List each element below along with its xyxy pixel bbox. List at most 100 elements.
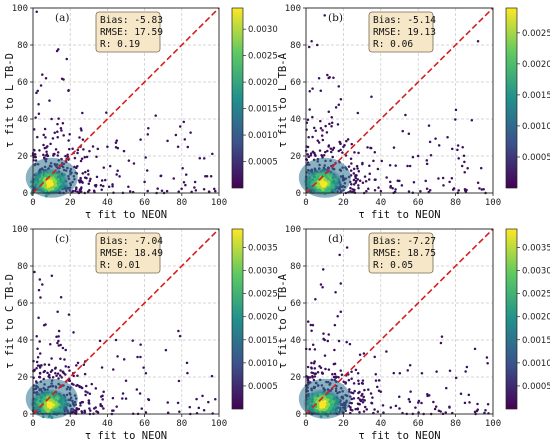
density-point <box>310 404 313 407</box>
data-point <box>36 355 40 359</box>
data-point <box>466 166 469 170</box>
data-point <box>363 405 367 409</box>
density-point <box>321 188 325 192</box>
data-point <box>107 185 111 188</box>
x-tick-label: 80 <box>450 419 461 429</box>
data-point <box>76 148 80 152</box>
data-point <box>57 335 60 338</box>
data-point <box>428 140 432 144</box>
data-point <box>64 348 67 352</box>
data-point <box>362 410 366 413</box>
data-point <box>56 341 59 345</box>
x-tick-label: 40 <box>375 198 386 208</box>
data-point <box>79 404 82 407</box>
data-point <box>47 363 51 367</box>
data-point <box>112 368 115 371</box>
data-point <box>41 283 44 286</box>
data-point <box>314 129 317 133</box>
data-point <box>396 179 400 182</box>
data-point <box>100 188 103 191</box>
data-point <box>37 316 40 320</box>
density-point <box>321 400 325 404</box>
data-point <box>142 366 145 369</box>
data-point <box>321 138 325 142</box>
data-point <box>127 185 130 188</box>
density-point <box>331 182 335 186</box>
density-point <box>49 187 53 191</box>
data-point <box>323 150 327 154</box>
data-point <box>411 155 415 159</box>
data-point <box>310 40 313 43</box>
data-point <box>313 348 317 351</box>
y-tick-label: 0 <box>296 410 301 420</box>
data-point <box>373 355 376 359</box>
density-point <box>67 402 70 406</box>
density-point <box>331 402 335 406</box>
x-tick-label: 80 <box>176 198 187 208</box>
data-point <box>445 386 448 390</box>
data-point <box>42 323 46 327</box>
density-point <box>49 179 53 183</box>
stats-box <box>95 11 161 53</box>
density-point <box>62 173 66 177</box>
data-point <box>43 127 47 131</box>
data-point <box>116 146 120 150</box>
x-tick-label: 100 <box>211 419 227 429</box>
data-point <box>468 401 471 404</box>
density-point <box>58 175 61 178</box>
data-point <box>147 127 150 130</box>
data-point <box>337 103 341 106</box>
data-point <box>323 338 326 342</box>
x-tick-label: 60 <box>413 198 424 208</box>
data-point <box>348 342 352 346</box>
data-point <box>182 181 186 184</box>
x-axis-label: τ fit to NEON <box>358 209 440 221</box>
data-point <box>434 405 438 408</box>
data-point <box>96 147 100 151</box>
data-point <box>361 181 365 184</box>
data-point <box>114 141 118 144</box>
data-point <box>349 408 352 411</box>
y-tick-label: 20 <box>290 373 301 383</box>
density-point <box>44 405 48 409</box>
data-point <box>370 95 373 99</box>
colorbar <box>231 228 244 410</box>
colorbar-tick-label: 0.0020 <box>248 313 278 323</box>
colorbar-tick-label: 0.0010 <box>522 122 550 132</box>
data-point <box>426 392 429 396</box>
data-point <box>327 333 330 336</box>
data-point <box>381 404 385 407</box>
x-tick-label: 40 <box>102 419 113 429</box>
data-point <box>180 187 183 190</box>
data-point <box>79 159 83 163</box>
data-point <box>140 407 144 410</box>
data-point <box>56 122 59 126</box>
x-tick-label: 0 <box>303 198 308 208</box>
data-point <box>108 164 112 168</box>
colorbar <box>505 7 518 189</box>
data-point <box>39 296 42 299</box>
density-point <box>61 181 65 185</box>
y-tick-label: 100 <box>12 4 28 14</box>
data-point <box>102 166 106 169</box>
data-point <box>81 138 85 141</box>
density-point <box>314 178 318 181</box>
data-point <box>57 48 60 51</box>
data-point <box>437 144 441 147</box>
data-point <box>40 364 43 367</box>
data-point <box>89 177 92 181</box>
data-point <box>361 392 364 396</box>
data-point <box>202 157 206 160</box>
density-point <box>311 178 314 182</box>
data-point <box>460 164 464 168</box>
density-point <box>55 413 59 416</box>
colorbar-tick-label: 0.0015 <box>248 336 278 346</box>
density-point <box>54 179 58 183</box>
data-point <box>310 371 313 374</box>
colorbar-tick-label: 0.0010 <box>248 131 278 141</box>
data-point <box>76 361 80 365</box>
colorbar-tick-label: 0.0025 <box>248 290 278 300</box>
data-point <box>311 87 314 90</box>
y-tick-label: 40 <box>290 336 301 346</box>
data-point <box>111 183 114 186</box>
